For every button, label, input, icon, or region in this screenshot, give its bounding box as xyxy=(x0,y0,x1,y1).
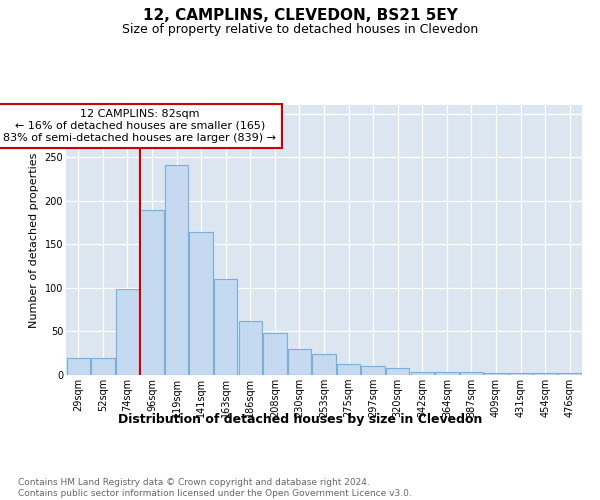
Bar xyxy=(288,349,311,375)
Bar xyxy=(239,321,262,375)
Bar xyxy=(67,358,90,375)
Bar xyxy=(484,374,508,375)
Bar xyxy=(91,358,115,375)
Bar xyxy=(190,232,213,375)
Y-axis label: Number of detached properties: Number of detached properties xyxy=(29,152,39,328)
Bar xyxy=(116,289,139,375)
Bar xyxy=(263,333,287,375)
Bar xyxy=(140,210,164,375)
Bar xyxy=(361,366,385,375)
Bar xyxy=(558,374,581,375)
Text: Distribution of detached houses by size in Clevedon: Distribution of detached houses by size … xyxy=(118,412,482,426)
Bar xyxy=(337,364,360,375)
Text: Contains HM Land Registry data © Crown copyright and database right 2024.
Contai: Contains HM Land Registry data © Crown c… xyxy=(18,478,412,498)
Text: Size of property relative to detached houses in Clevedon: Size of property relative to detached ho… xyxy=(122,22,478,36)
Bar xyxy=(214,279,238,375)
Bar xyxy=(509,374,532,375)
Bar xyxy=(533,374,557,375)
Bar xyxy=(460,372,483,375)
Text: 12, CAMPLINS, CLEVEDON, BS21 5EY: 12, CAMPLINS, CLEVEDON, BS21 5EY xyxy=(143,8,457,22)
Bar xyxy=(410,372,434,375)
Text: 12 CAMPLINS: 82sqm
← 16% of detached houses are smaller (165)
83% of semi-detach: 12 CAMPLINS: 82sqm ← 16% of detached hou… xyxy=(3,110,276,142)
Bar xyxy=(165,165,188,375)
Bar xyxy=(435,372,458,375)
Bar xyxy=(386,368,409,375)
Bar xyxy=(313,354,335,375)
